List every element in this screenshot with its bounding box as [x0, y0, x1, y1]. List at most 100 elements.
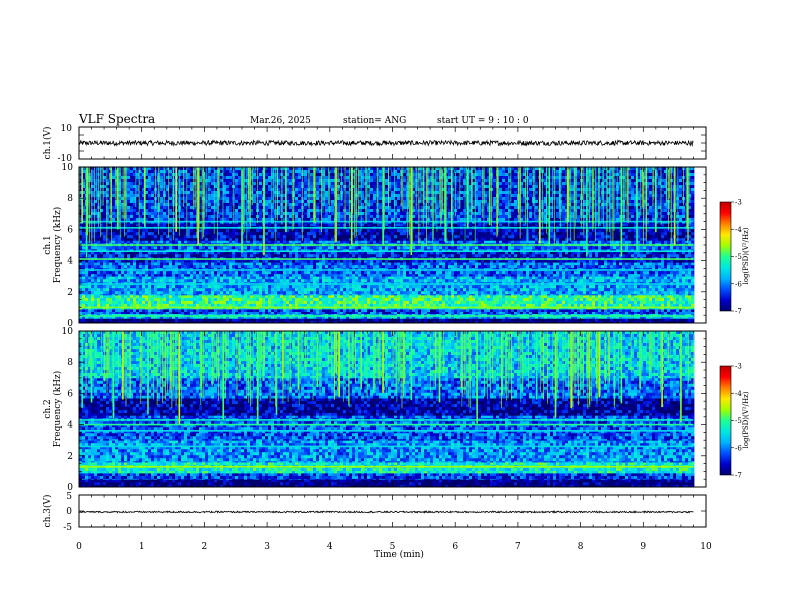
spec-cell: [163, 294, 167, 296]
spec-cell: [511, 316, 515, 319]
spec-cell: [424, 276, 428, 280]
spec-cell: [388, 311, 392, 315]
spec-cell: [139, 262, 143, 266]
spec-cell: [331, 321, 335, 323]
spec-cell: [355, 285, 359, 289]
spec-cell: [250, 321, 254, 323]
spec-cell: [124, 316, 128, 319]
spec-cell: [463, 303, 467, 308]
spec-cell: [247, 291, 251, 295]
spec-cell: [112, 262, 116, 266]
spec-cell: [334, 297, 338, 302]
spec-cell: [154, 279, 158, 283]
spec-cell: [412, 294, 416, 296]
spec-cell: [154, 297, 158, 302]
spec-cell: [295, 262, 299, 266]
spec-cell: [130, 297, 134, 302]
spec-cell: [439, 294, 443, 299]
spec-cell: [520, 311, 524, 315]
spec-cell: [352, 311, 356, 315]
spec-cell: [139, 303, 143, 308]
spec-cell: [514, 297, 518, 302]
spec-cell: [361, 251, 365, 255]
spec-cell: [652, 288, 656, 292]
spec-cell: [100, 265, 104, 269]
spec-cell: [622, 291, 626, 295]
spec-cell: [313, 318, 317, 322]
spec-cell: [97, 271, 101, 275]
spec-cell: [391, 271, 395, 275]
spec-cell: [505, 297, 509, 302]
spec-cell: [625, 321, 629, 323]
spec-cell: [160, 294, 164, 296]
spec-cell: [88, 303, 92, 308]
spec-cell: [361, 288, 365, 292]
spec-cell: [100, 285, 104, 289]
spec-cell: [574, 321, 578, 323]
spec-cell: [325, 303, 329, 308]
spec-cell: [379, 262, 383, 266]
spec-cell: [589, 291, 593, 295]
spec-cell: [319, 291, 323, 295]
spec-cell: [622, 265, 626, 269]
spec-cell: [517, 279, 521, 283]
spec-cell: [556, 291, 560, 295]
spec-cell: [667, 262, 671, 266]
spec-cell: [580, 279, 584, 283]
spec-cell: [637, 285, 641, 289]
spec-cell: [475, 316, 479, 319]
spec-cell: [460, 291, 464, 295]
spec-cell: [490, 316, 494, 319]
spec-cell: [346, 251, 350, 255]
spec-cell: [319, 274, 323, 277]
spec-cell: [649, 285, 653, 289]
spec-cell: [385, 276, 389, 280]
spec-cell: [436, 265, 440, 269]
spec-cell: [166, 294, 170, 299]
spec-cell: [424, 271, 428, 275]
spec-cell: [241, 297, 245, 302]
spec-cell: [232, 294, 236, 296]
spec-cell: [349, 308, 353, 313]
spec-cell: [538, 262, 542, 266]
spec-cell: [508, 279, 512, 283]
spec-cell: [658, 294, 662, 299]
spec-cell: [538, 291, 542, 295]
spec-cell: [667, 279, 671, 283]
spec-cell: [514, 300, 518, 305]
spec-cell: [520, 274, 524, 277]
spec-cell: [586, 294, 590, 296]
spec-cell: [688, 276, 692, 280]
spec-cell: [445, 308, 449, 313]
spec-cell: [571, 276, 575, 280]
spec-cell: [559, 279, 563, 283]
spec-cell: [103, 285, 107, 289]
spec-cell: [565, 262, 569, 266]
spec-cell: [289, 318, 293, 322]
spec-cell: [517, 262, 521, 266]
spec-cell: [622, 294, 626, 296]
spec-cell: [685, 316, 689, 319]
spec-cell: [487, 318, 491, 322]
spec-cell: [139, 279, 143, 283]
spec-cell: [148, 251, 152, 255]
spec-cell: [397, 297, 401, 302]
spec-cell: [439, 316, 443, 319]
spec-cell: [325, 251, 329, 255]
spec-cell: [652, 279, 656, 283]
spec-cell: [241, 285, 245, 289]
spec-cell: [244, 294, 248, 299]
spec-cell: [358, 291, 362, 295]
date-label: Mar.26, 2025: [250, 116, 311, 126]
spec-cell: [220, 297, 224, 302]
spec-cell: [547, 285, 551, 289]
spec-cell: [547, 288, 551, 292]
spec-cell: [397, 271, 401, 275]
spec-cell: [598, 316, 602, 319]
spec-cell: [673, 285, 677, 289]
spec-cell: [682, 308, 686, 313]
spec-cell: [235, 294, 239, 299]
spec-cell: [355, 294, 359, 296]
spec-cell: [205, 316, 209, 319]
spec-cell: [646, 276, 650, 280]
